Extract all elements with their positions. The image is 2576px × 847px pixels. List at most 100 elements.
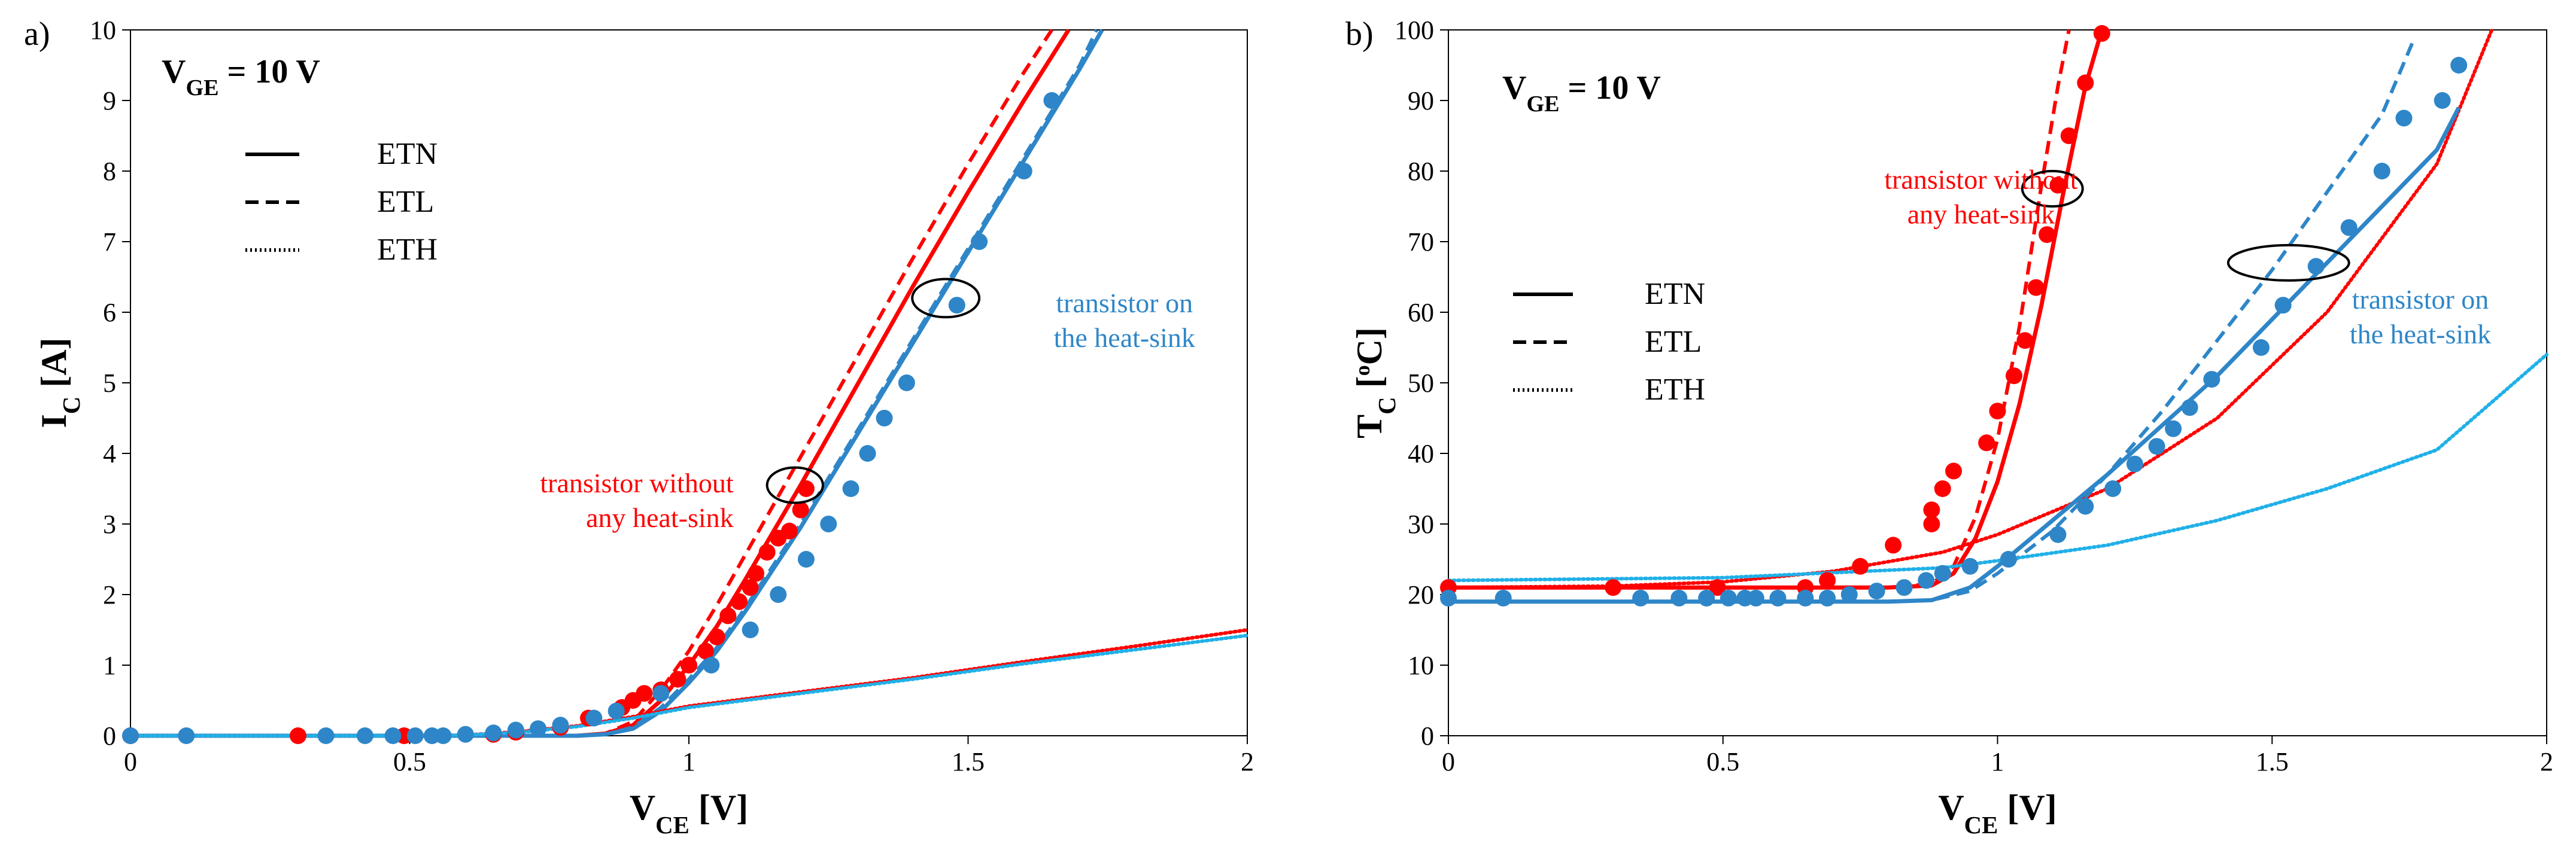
measurement-point-red: [2060, 127, 2077, 144]
measurement-point-red: [1819, 572, 1836, 589]
plot-frame: [130, 29, 1248, 736]
measurement-point-red: [2016, 332, 2034, 349]
series-line-etl-blue: [130, 29, 1098, 738]
series-line-etl-blue: [1448, 36, 2417, 604]
measurement-point-blue: [2252, 339, 2270, 356]
series-line-etn-red: [130, 29, 1071, 738]
y-tick-label: 20: [1408, 580, 1434, 610]
measurement-point-blue: [898, 374, 915, 391]
measurement-point-blue: [1961, 557, 1979, 575]
measurement-point-blue: [1895, 579, 1913, 596]
y-tick-label: 10: [1408, 651, 1434, 680]
measurement-point-blue: [2165, 420, 2182, 437]
measurement-point-blue: [1747, 589, 1764, 607]
measurement-point-red: [1923, 516, 1940, 532]
measurement-point-red: [2006, 367, 2023, 385]
y-tick-label: 80: [1408, 157, 1434, 186]
legend-label-eth: ETH: [1645, 373, 1705, 407]
x-tick-label: 0.5: [1706, 747, 1739, 776]
measurement-point-blue: [2340, 219, 2358, 236]
measurement-point-red: [2039, 226, 2056, 243]
series-line-etn-blue: [130, 29, 1104, 738]
chart-panel-a: 0 0.5 1 1.5 2 0 1 2 3 4 5 6 7 8 9 10 a) VCE [V] IC [A] VGE …: [24, 16, 1254, 839]
plot-frame: [1448, 29, 2547, 736]
measurement-point-red: [758, 544, 776, 561]
y-tick-label: 90: [1408, 86, 1434, 115]
measurement-point-blue: [317, 727, 335, 744]
measurement-point-blue: [2181, 399, 2198, 416]
y-tick-label: 8: [103, 157, 116, 186]
y-tick-label: 60: [1408, 298, 1434, 327]
x-tick-label: 1.5: [952, 747, 985, 776]
measurement-point-blue: [552, 717, 569, 734]
measurement-point-blue: [2373, 163, 2390, 179]
measurement-point-blue: [2434, 92, 2451, 109]
x-tick-label: 0: [1442, 747, 1455, 776]
measurement-point-blue: [2148, 438, 2165, 455]
measurement-point-blue: [1632, 589, 1650, 607]
y-tick-label: 2: [103, 580, 116, 610]
measurement-point-blue: [2203, 371, 2220, 388]
y-tick-label: 40: [1408, 439, 1434, 468]
measurement-point-blue: [530, 720, 547, 738]
measurement-point-blue: [607, 702, 625, 720]
y-tick-label: 5: [103, 368, 116, 398]
measurement-point-red: [719, 607, 737, 624]
y-tick-label: 3: [103, 510, 116, 539]
measurement-point-red: [669, 671, 686, 688]
measurement-point-red: [792, 501, 809, 519]
legend-label-etn: ETN: [1645, 277, 1705, 311]
series-line-eth-light_blue: [1447, 352, 2548, 583]
y-tick-label: 30: [1408, 510, 1434, 539]
measurement-point-blue: [1015, 163, 1032, 179]
measurement-point-blue: [1494, 589, 1512, 607]
y-tick-label: 50: [1408, 368, 1434, 398]
measurement-point-blue: [435, 727, 452, 744]
measurement-point-blue: [485, 724, 502, 742]
x-axis-title: VCE [V]: [1938, 788, 2056, 839]
annotation-red: transistor without any heat-sink: [540, 468, 733, 533]
y-tick-label: 6: [103, 298, 116, 327]
highlight-ellipse: [911, 278, 981, 319]
y-axis-title: IC [A]: [34, 337, 85, 428]
y-tick-label: 10: [90, 16, 116, 45]
measurement-point-blue: [1918, 572, 1935, 589]
y-tick-label: 1: [103, 651, 116, 680]
measurement-point-blue: [356, 727, 373, 744]
condition-label: VGE = 10 V: [1502, 69, 1661, 117]
measurement-point-blue: [585, 709, 603, 727]
measurement-point-red: [742, 579, 759, 596]
x-tick-label: 2: [2540, 747, 2553, 776]
measurement-point-blue: [507, 721, 524, 739]
highlight-ellipse: [765, 466, 824, 504]
measurement-point-blue: [797, 551, 815, 568]
measurement-point-blue: [770, 586, 787, 603]
measurement-point-red: [747, 565, 764, 582]
measurement-point-blue: [652, 685, 670, 702]
y-tick-label: 0: [103, 721, 116, 751]
x-tick-label: 1.5: [2256, 747, 2289, 776]
measurement-point-blue: [1043, 92, 1061, 109]
y-tick-label: 100: [1395, 16, 1434, 45]
measurement-point-blue: [703, 657, 720, 674]
measurement-point-blue: [2049, 526, 2067, 543]
legend-label-etn: ETN: [377, 137, 438, 171]
measurement-point-blue: [384, 727, 402, 744]
series-line-eth-red: [1447, 28, 2494, 590]
measurement-point-red: [780, 522, 798, 540]
measurement-point-red: [636, 685, 653, 702]
measurement-point-red: [730, 593, 748, 610]
measurement-point-blue: [1698, 589, 1715, 607]
y-tick-label: 4: [103, 439, 116, 468]
measurement-point-red: [2077, 74, 2094, 92]
measurement-point-red: [1934, 480, 1951, 497]
annotation-blue: transistor on the heat-sink: [2350, 284, 2491, 349]
x-tick-label: 1: [1991, 747, 2004, 776]
measurement-point-blue: [2104, 480, 2122, 497]
measurement-point-blue: [971, 233, 988, 250]
y-tick-label: 0: [1421, 721, 1434, 751]
measurement-point-blue: [820, 516, 837, 532]
measurement-point-red: [1885, 537, 1902, 554]
measurement-point-red: [1852, 557, 1869, 575]
